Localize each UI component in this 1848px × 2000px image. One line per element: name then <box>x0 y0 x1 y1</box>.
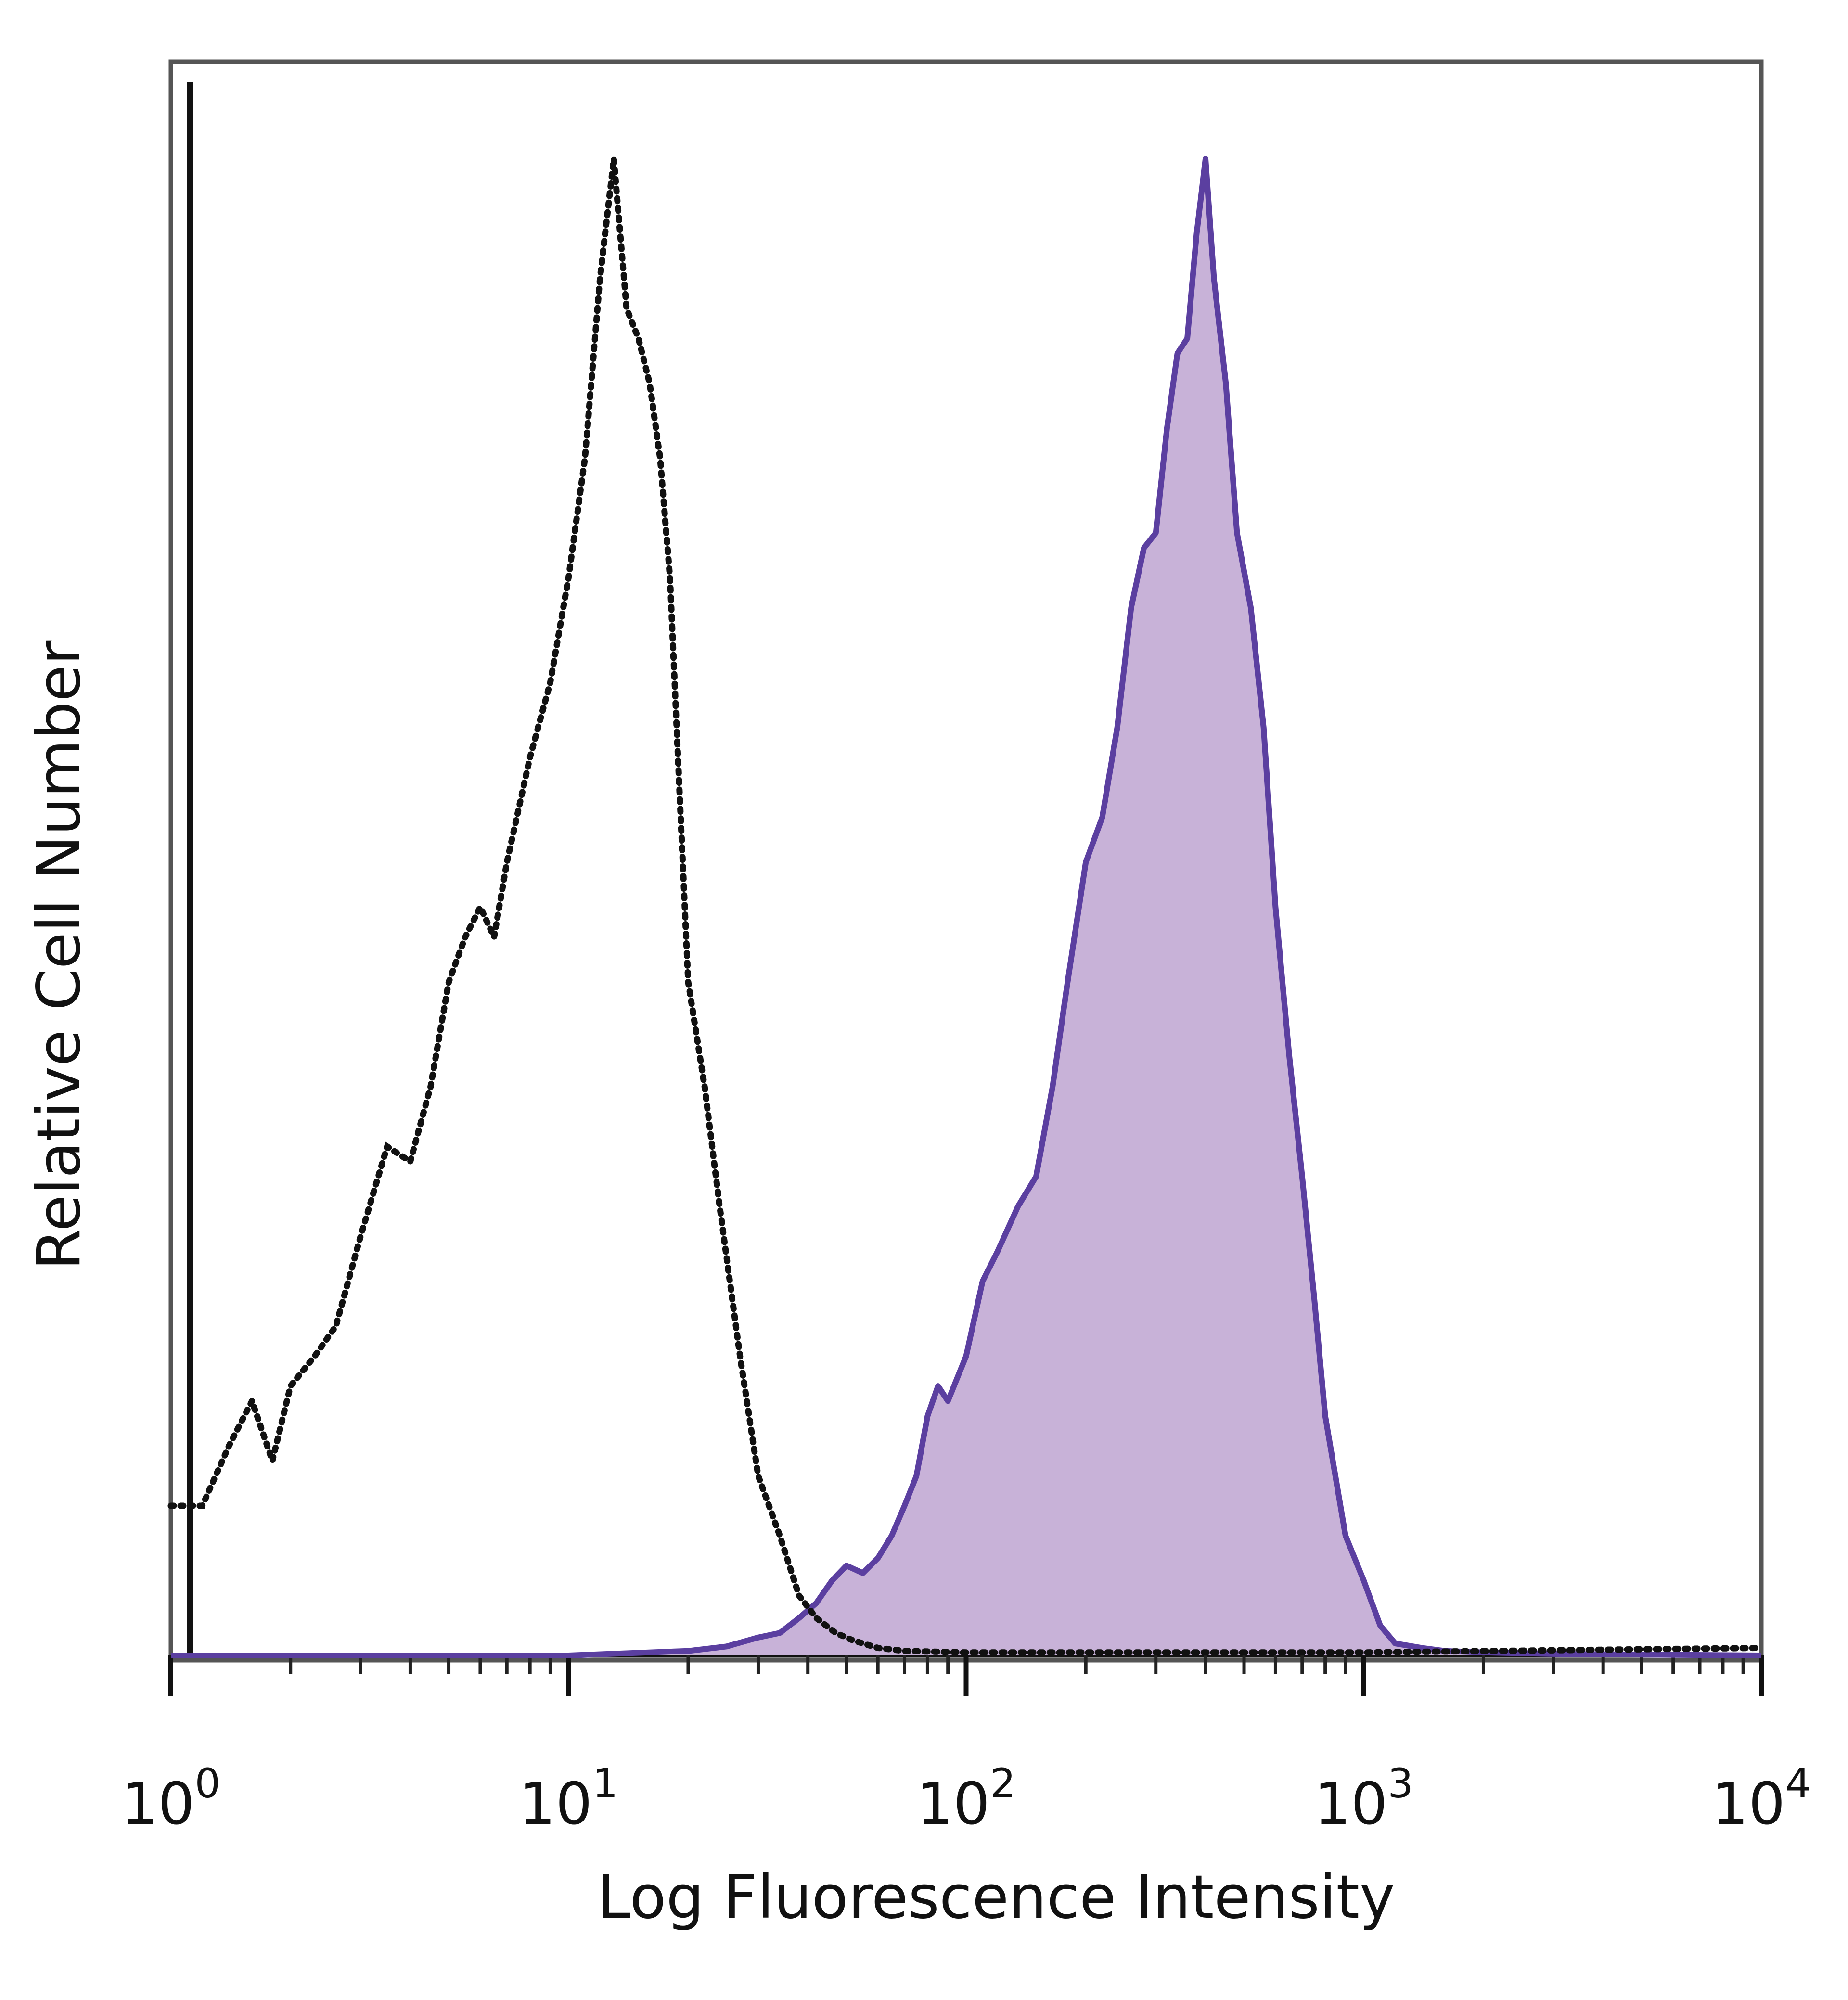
x-tick-labels: 100 101 102 103 104 <box>121 1760 1811 1838</box>
x-tick-label: 104 <box>1712 1760 1811 1838</box>
x-minor-ticks <box>289 1655 1745 1674</box>
series-line-solid <box>171 156 1762 1658</box>
x-major-ticks <box>168 1655 1764 1696</box>
x-tick-label: 101 <box>519 1760 618 1838</box>
series-layer <box>167 156 1765 1658</box>
x-tick-label: 102 <box>916 1760 1015 1838</box>
x-tick-label: 100 <box>121 1760 220 1838</box>
x-tick-label: 103 <box>1314 1760 1413 1838</box>
x-axis-title: Log Fluorescence Intensity <box>598 1863 1395 1932</box>
series-line-dotted <box>167 158 1765 1656</box>
y-axis-title: Relative Cell Number <box>25 641 94 1270</box>
